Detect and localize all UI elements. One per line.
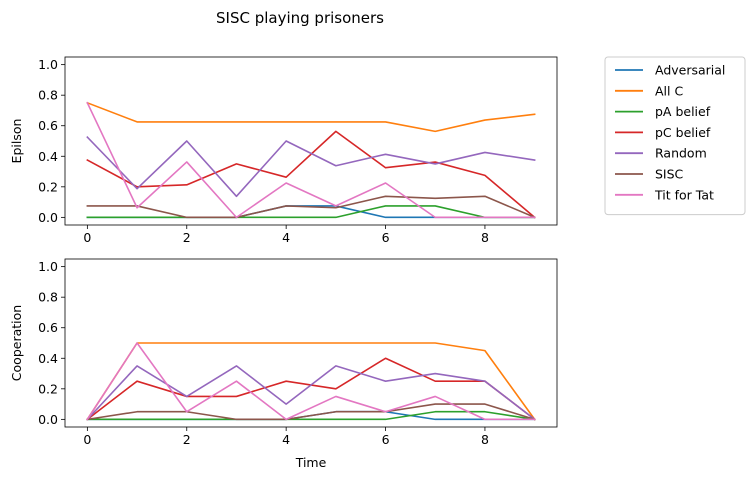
legend-entry: pC belief — [655, 125, 711, 140]
series-line-pa-belief — [86, 205, 536, 219]
series-line-pa-belief — [86, 410, 536, 421]
x-tick-label: 4 — [282, 432, 290, 447]
y-tick-label: 0.4 — [38, 149, 58, 164]
legend-frame — [604, 56, 746, 216]
y-tick-label: 0.0 — [38, 412, 58, 427]
x-tick-label: 2 — [183, 432, 191, 447]
x-tick-label: 4 — [282, 230, 290, 245]
y-tick-label: 0.4 — [38, 351, 58, 366]
figure-title: SISC playing prisoners — [216, 9, 384, 27]
x-tick-label: 8 — [481, 432, 489, 447]
series-line-tit-for-tat — [86, 101, 536, 219]
series-line-random — [86, 136, 536, 198]
series-lines — [86, 101, 536, 219]
series-lines — [86, 342, 536, 421]
series-line-pc-belief — [86, 130, 536, 219]
legend-entry: All C — [655, 83, 683, 98]
y-tick-label: 0.8 — [38, 290, 58, 305]
series-line-sisc — [86, 195, 536, 219]
y-tick-label: 0.2 — [38, 179, 58, 194]
y-tick-label: 1.0 — [38, 259, 58, 274]
x-tick-label: 0 — [83, 432, 91, 447]
y-tick-label: 1.0 — [38, 57, 58, 72]
legend-entry: Random — [655, 146, 707, 161]
y-axis-label: Cooperation — [9, 305, 24, 381]
y-tick-label: 0.0 — [38, 210, 58, 225]
x-tick-label: 6 — [382, 230, 390, 245]
x-tick-label: 8 — [481, 230, 489, 245]
y-tick-label: 0.8 — [38, 88, 58, 103]
x-tick-label: 6 — [382, 432, 390, 447]
y-tick-label: 0.6 — [38, 118, 58, 133]
axes-frame — [64, 56, 558, 226]
series-line-adversarial — [86, 205, 536, 219]
series-line-all-c — [86, 342, 536, 421]
bottom-subplot: 0 2 4 6 8 0.0 0.2 0.4 0.6 0.8 1.0 Cooperation Time — [9, 258, 558, 470]
series-line-random — [86, 365, 536, 421]
series-line-all-c — [86, 101, 536, 133]
y-tick-label: 0.6 — [38, 320, 58, 335]
axes-frame — [64, 258, 558, 428]
y-axis-label: Epilson — [9, 119, 24, 164]
series-line-tit-for-tat — [86, 342, 536, 421]
y-tick-label: 0.2 — [38, 381, 58, 396]
x-tick-label: 2 — [183, 230, 191, 245]
series-line-sisc — [86, 403, 536, 421]
legend: Adversarial All C pA belief pC belief Random… — [604, 56, 746, 216]
legend-entry: Tit for Tat — [654, 187, 714, 202]
legend-entry: pA belief — [655, 104, 711, 119]
legend-entry: SISC — [655, 167, 684, 182]
x-axis-label: Time — [295, 455, 327, 470]
x-tick-label: 0 — [83, 230, 91, 245]
legend-entry: Adversarial — [655, 63, 725, 78]
top-subplot: 0 2 4 6 8 0.0 0.2 0.4 0.6 0.8 1.0 Epilson — [9, 56, 558, 245]
